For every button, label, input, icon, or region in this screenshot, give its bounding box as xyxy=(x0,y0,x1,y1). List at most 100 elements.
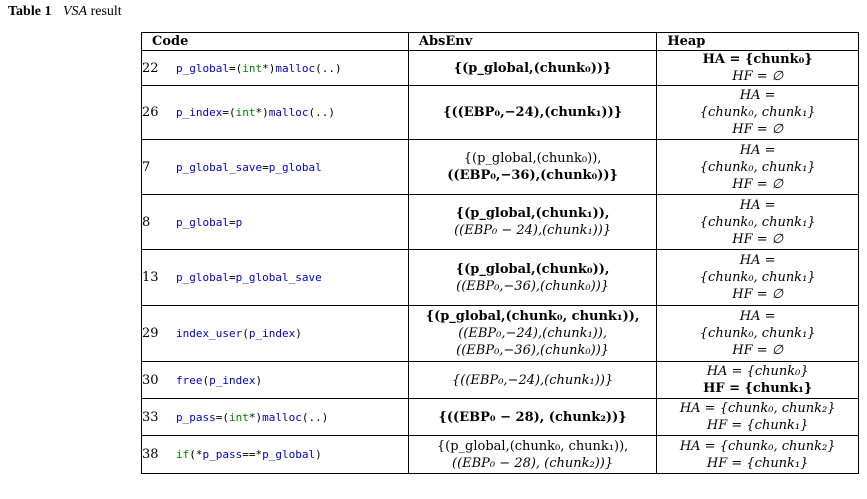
caption-title-rest: result xyxy=(90,4,122,19)
absenv-line: {((EBP₀,−24),(chunk₁))} xyxy=(452,372,614,388)
absenv-line: {((EBP₀,−24),(chunk₁))} xyxy=(443,105,623,120)
heap-line: HA = xyxy=(739,253,776,268)
line-number: 30 xyxy=(142,372,159,388)
absenv-cell: {(p_global,(chunk₀, chunk₁)), ((EBP₀,−24)… xyxy=(407,305,658,362)
absenv-cell: {(p_global,(chunk₀))} xyxy=(407,50,658,86)
heap-line: HA = xyxy=(739,197,776,213)
heap-cell: HA = {chunk₀, chunk₁} HF = ∅ xyxy=(656,305,859,362)
code-cell: 22 p_global=(int*)malloc(..) xyxy=(141,50,409,86)
heap-line: HA = {chunk₀, chunk₂} xyxy=(679,401,836,416)
heap-line: HA = xyxy=(739,88,776,103)
absenv-line: {(p_global,(chunk₀)), xyxy=(463,151,602,166)
absenv-line: ((EBP₀,−24),(chunk₁)), xyxy=(458,326,607,341)
heap-line: HF = {chunk₁} xyxy=(706,455,809,471)
line-number: 13 xyxy=(142,270,159,285)
heap-cell: HA = {chunk₀, chunk₂} HF = {chunk₁} xyxy=(656,398,859,436)
absenv-cell: {(p_global,(chunk₁)), ((EBP₀ − 24),(chunk… xyxy=(407,194,658,250)
absenv-line: ((EBP₀,−36),(chunk₀))} xyxy=(456,278,610,294)
absenv-line: {(p_global,(chunk₀, chunk₁)), xyxy=(436,438,629,454)
heap-line: HF = {chunk₁} xyxy=(706,418,809,433)
table-row: 26 p_index=(int*)malloc(..) {((EBP₀,−24),(… xyxy=(141,85,859,140)
heap-cell: HA = {chunk₀} HF = {chunk₁} xyxy=(656,361,859,399)
table-row: 33 p_pass=(int*)malloc(..) {((EBP₀ − 28), … xyxy=(141,398,859,436)
absenv-line: ((EBP₀ − 28), (chunk₂))} xyxy=(452,455,614,471)
heap-line: HA = xyxy=(739,142,776,158)
vsa-result-table: Code AbsEnv Heap 22 p_global=(int*)malloc… xyxy=(141,32,859,474)
heap-line: {chunk₀, chunk₁} xyxy=(699,270,816,285)
code-cell: 26 p_index=(int*)malloc(..) xyxy=(141,85,409,140)
heap-line: HA = {chunk₀} xyxy=(706,364,809,379)
heap-line: {chunk₀, chunk₁} xyxy=(699,326,816,341)
table-row: 30 free(p_index) {((EBP₀,−24),(chunk₁))} HA… xyxy=(141,361,859,399)
table-row: 38 if(*p_pass==*p_global) {(p_global,(chun… xyxy=(141,435,859,474)
line-number: 33 xyxy=(142,409,159,425)
table-row: 29 index_user(p_index) {(p_global,(chunk₀,… xyxy=(141,305,859,362)
absenv-cell: {(p_global,(chunk₀, chunk₁)), ((EBP₀ − 28… xyxy=(407,435,658,474)
absenv-cell: {(p_global,(chunk₀)), ((EBP₀,−36),(chunk₀… xyxy=(407,249,658,306)
absenv-cell: {((EBP₀,−24),(chunk₁))} xyxy=(407,361,658,399)
code-snippet: p_global=p xyxy=(176,215,243,229)
code-cell: 30 free(p_index) xyxy=(141,361,409,399)
table-row: 22 p_global=(int*)malloc(..) {(p_global,(c… xyxy=(141,50,859,86)
table-row: 7 p_global_save=p_global {(p_global,(chunk… xyxy=(141,139,859,195)
header-code: Code xyxy=(141,32,409,51)
caption-title: VSA xyxy=(62,4,88,19)
absenv-line: {(p_global,(chunk₀))} xyxy=(453,60,612,76)
code-cell: 33 p_pass=(int*)malloc(..) xyxy=(141,398,409,436)
code-snippet: free(p_index) xyxy=(176,373,263,387)
code-cell: 13 p_global=p_global_save xyxy=(141,249,409,306)
heap-line: {chunk₀, chunk₁} xyxy=(699,214,816,230)
heap-cell: HA = {chunk₀} HF = ∅ xyxy=(656,50,859,86)
code-snippet: p_global=(int*)malloc(..) xyxy=(176,61,342,75)
heap-line: HA = {chunk₀, chunk₂} xyxy=(679,438,836,454)
header-heap: Heap xyxy=(656,32,859,51)
heap-cell: HA = {chunk₀, chunk₁} HF = ∅ xyxy=(656,85,859,140)
header-absenv: AbsEnv xyxy=(407,32,658,51)
table-row: 8 p_global=p {(p_global,(chunk₁)), ((EBP₀ −… xyxy=(141,194,859,250)
absenv-cell: {((EBP₀ − 28), (chunk₂))} xyxy=(407,398,658,436)
heap-cell: HA = {chunk₀, chunk₁} HF = ∅ xyxy=(656,194,859,250)
table-caption: Table 1 VSA result xyxy=(8,4,122,20)
heap-line: HF = {chunk₁} xyxy=(703,381,813,396)
line-number: 22 xyxy=(142,60,159,76)
heap-line: HA = xyxy=(739,309,776,324)
code-snippet: if(*p_pass==*p_global) xyxy=(176,448,322,461)
absenv-line: {(p_global,(chunk₁)), xyxy=(455,206,610,221)
heap-line: HF = ∅ xyxy=(732,122,784,137)
code-cell: 8 p_global=p xyxy=(141,194,409,250)
absenv-line: ((EBP₀,−36),(chunk₀))} xyxy=(447,168,618,183)
line-number: 26 xyxy=(142,105,159,120)
absenv-line: {((EBP₀ − 28), (chunk₂))} xyxy=(438,409,627,425)
code-snippet: p_pass=(int*)malloc(..) xyxy=(176,410,329,424)
heap-cell: HA = {chunk₀, chunk₂} HF = {chunk₁} xyxy=(656,435,859,474)
code-snippet: p_global=p_global_save xyxy=(176,271,322,284)
code-snippet: p_global_save=p_global xyxy=(176,160,322,174)
code-snippet: index_user(p_index) xyxy=(176,327,302,340)
code-cell: 29 index_user(p_index) xyxy=(141,305,409,362)
heap-line: HF = ∅ xyxy=(732,231,784,247)
caption-label: Table 1 xyxy=(8,4,52,19)
code-snippet: p_index=(int*)malloc(..) xyxy=(176,106,335,119)
absenv-line: {(p_global,(chunk₀, chunk₁)), xyxy=(425,309,640,324)
line-number: 8 xyxy=(142,214,151,230)
code-cell: 38 if(*p_pass==*p_global) xyxy=(141,435,409,474)
absenv-line: ((EBP₀,−36),(chunk₀))} xyxy=(456,343,610,358)
heap-line: HF = ∅ xyxy=(732,343,784,358)
absenv-line: {(p_global,(chunk₀)), xyxy=(455,261,610,277)
heap-line: {chunk₀, chunk₁} xyxy=(699,105,816,120)
line-number: 29 xyxy=(142,326,159,341)
absenv-cell: {((EBP₀,−24),(chunk₁))} xyxy=(407,85,658,140)
heap-line: HF = ∅ xyxy=(732,287,784,302)
header-row: Code AbsEnv Heap xyxy=(141,32,859,51)
heap-line: HF = ∅ xyxy=(732,176,784,192)
heap-line: {chunk₀, chunk₁} xyxy=(699,159,816,175)
heap-cell: HA = {chunk₀, chunk₁} HF = ∅ xyxy=(656,139,859,195)
absenv-line: ((EBP₀ − 24),(chunk₁))} xyxy=(454,223,612,238)
absenv-cell: {(p_global,(chunk₀)), ((EBP₀,−36),(chunk₀… xyxy=(407,139,658,195)
line-number: 38 xyxy=(142,447,159,462)
heap-line: HA = {chunk₀} xyxy=(702,52,813,67)
code-cell: 7 p_global_save=p_global xyxy=(141,139,409,195)
heap-cell: HA = {chunk₀, chunk₁} HF = ∅ xyxy=(656,249,859,306)
table-row: 13 p_global=p_global_save {(p_global,(chun… xyxy=(141,249,859,306)
heap-line: HF = ∅ xyxy=(732,69,784,84)
